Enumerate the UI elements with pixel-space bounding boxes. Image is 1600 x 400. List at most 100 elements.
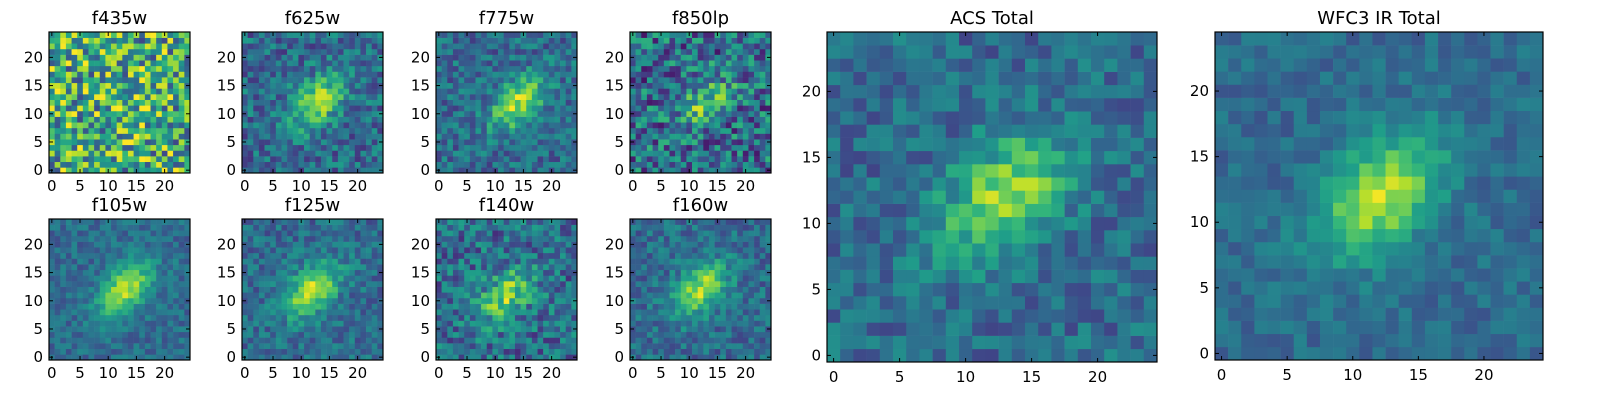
heatmap-cell: [49, 224, 55, 231]
heatmap-cell: [144, 116, 151, 123]
heatmap-cell: [161, 331, 168, 338]
heatmap-cell: [343, 43, 350, 50]
heatmap-cell: [560, 150, 567, 157]
heatmap-cell: [178, 230, 185, 237]
heatmap-cell: [139, 161, 146, 168]
heatmap-cell: [253, 258, 260, 265]
heatmap-cell: [641, 320, 648, 327]
heatmap-cell: [99, 156, 106, 163]
heatmap-cell: [481, 71, 488, 78]
heatmap-cell: [469, 241, 476, 248]
heatmap-cell: [184, 235, 191, 242]
heatmap-cell: [65, 235, 72, 242]
heatmap-cell: [498, 320, 504, 327]
heatmap-cell: [133, 247, 140, 254]
heatmap-cell: [105, 309, 112, 316]
heatmap-cell: [458, 37, 465, 44]
heatmap-cell: [122, 264, 129, 271]
heatmap-cell: [492, 144, 499, 151]
heatmap-cell: [658, 88, 665, 95]
heatmap-cell: [366, 292, 373, 299]
heatmap-cell: [54, 281, 61, 287]
heatmap-cell: [731, 309, 738, 316]
heatmap-cell: [292, 133, 299, 140]
heatmap-cell: [309, 230, 316, 237]
heatmap-cell: [360, 94, 367, 100]
heatmap-cell: [554, 219, 561, 225]
heatmap-cell: [253, 60, 260, 67]
heatmap-cell: [247, 224, 254, 231]
heatmap-cell: [94, 54, 101, 61]
heatmap-cell: [669, 156, 676, 163]
heatmap-cell: [337, 258, 344, 265]
heatmap-cell: [77, 99, 84, 106]
heatmap-cell: [498, 32, 504, 38]
heatmap-cell: [99, 167, 106, 174]
heatmap-cell: [520, 326, 527, 333]
heatmap-cell: [65, 247, 72, 254]
heatmap-cell: [309, 297, 316, 304]
heatmap-cell: [503, 65, 510, 72]
heatmap-cell: [481, 110, 488, 117]
heatmap-cell: [60, 230, 67, 237]
heatmap-cell: [498, 144, 504, 151]
heatmap-cell: [247, 314, 254, 321]
heatmap-cell: [447, 275, 454, 282]
heatmap-cell: [748, 54, 755, 61]
heatmap-cell: [680, 337, 687, 344]
heatmap-cell: [253, 32, 260, 38]
heatmap-cell: [680, 32, 687, 38]
heatmap-cell: [94, 88, 101, 95]
heatmap-cell: [703, 354, 710, 361]
y-tick-label: 15: [24, 77, 43, 95]
heatmap-cell: [554, 122, 561, 129]
heatmap-cell: [178, 54, 185, 61]
heatmap-cell: [377, 337, 384, 344]
heatmap-cell: [298, 241, 305, 248]
heatmap-cell: [469, 230, 476, 237]
heatmap-cell: [531, 144, 538, 151]
heatmap-cell: [326, 133, 333, 140]
heatmap-cell: [565, 275, 572, 282]
heatmap-cell: [298, 258, 305, 265]
heatmap-cell: [469, 71, 476, 78]
heatmap-cell: [469, 309, 476, 316]
heatmap-cell: [139, 110, 146, 117]
heatmap-cell: [509, 235, 516, 242]
heatmap-cell: [554, 48, 561, 55]
heatmap-cell: [697, 303, 704, 310]
heatmap-cell: [343, 331, 350, 338]
heatmap-cell: [337, 320, 344, 327]
heatmap-cell: [161, 94, 168, 100]
heatmap-cell: [714, 88, 721, 95]
heatmap-cell: [708, 82, 715, 89]
heatmap-cell: [287, 297, 294, 304]
heatmap-cell: [464, 54, 471, 61]
heatmap-cell: [554, 54, 561, 61]
heatmap-cell: [663, 144, 670, 151]
heatmap-cell: [150, 286, 157, 293]
heatmap-cell: [441, 331, 448, 338]
heatmap-cell: [680, 43, 687, 50]
heatmap-cell: [275, 150, 282, 157]
heatmap-cell: [537, 252, 544, 259]
heatmap-cell: [675, 37, 682, 44]
heatmap-cell: [253, 309, 260, 316]
heatmap-cell: [720, 292, 727, 299]
y-tick-label: 5: [614, 133, 624, 151]
heatmap-cell: [371, 161, 378, 168]
heatmap-cell: [49, 48, 55, 55]
heatmap-cell: [253, 167, 260, 174]
heatmap-cell: [680, 314, 687, 321]
heatmap-cell: [652, 348, 659, 355]
heatmap-cell: [156, 60, 163, 67]
heatmap-cell: [99, 127, 106, 134]
heatmap-cell: [60, 116, 67, 123]
heatmap-cell: [337, 247, 344, 254]
heatmap-cell: [669, 60, 676, 67]
heatmap-cell: [71, 71, 78, 78]
heatmap-cell: [258, 116, 265, 123]
y-tick-label: 20: [217, 48, 236, 66]
heatmap-cell: [116, 230, 123, 237]
heatmap-cell: [156, 133, 163, 140]
